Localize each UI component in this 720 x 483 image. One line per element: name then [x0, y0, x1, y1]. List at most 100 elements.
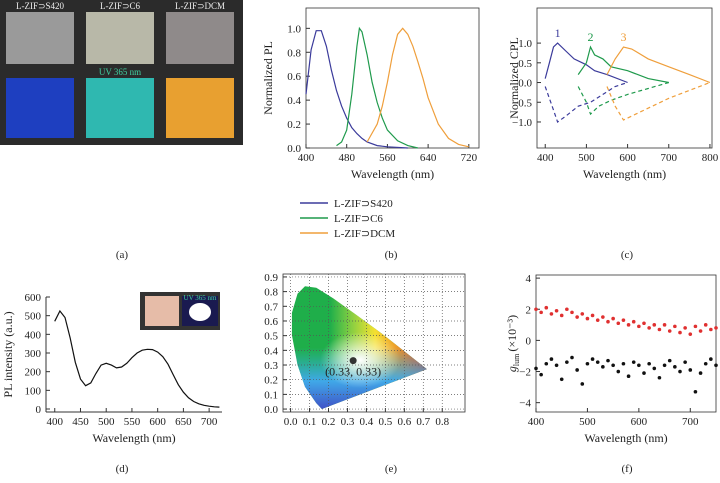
y-tick-label: 0.8: [287, 47, 301, 59]
y-tick-label: 0.2: [264, 375, 278, 387]
x-tick-label: 500: [98, 416, 115, 428]
y-tick-label: 0.3: [264, 360, 278, 372]
data-point: [611, 316, 615, 321]
y-tick-label: −1.0: [512, 117, 532, 129]
data-point: [652, 323, 657, 327]
data-point: [683, 326, 687, 330]
x-axis-label: Wavelength (nm): [351, 167, 434, 181]
data-point: [667, 358, 672, 363]
y-tick-label: 0.7: [264, 301, 278, 313]
data-point: [709, 357, 713, 361]
series-line: [577, 45, 669, 84]
data-point: [642, 321, 646, 326]
data-point: [642, 371, 646, 375]
data-label: (0.33, 0.33): [325, 365, 381, 379]
x-tick-label: 400: [46, 416, 63, 428]
y-tick-label: 500: [25, 311, 42, 323]
data-point: [590, 357, 595, 361]
x-tick-label: 0.4: [360, 416, 374, 428]
x-axis-label: Wavelength (nm): [584, 431, 667, 445]
data-point: [549, 357, 554, 361]
y-tick-label: 0: [526, 335, 532, 347]
cie-gamut: [291, 286, 427, 409]
data-point: [626, 323, 631, 327]
data-point: [714, 326, 718, 330]
caption: (b): [385, 249, 398, 261]
y-tick-label: 0: [36, 404, 42, 416]
y-tick-label: 0.6: [264, 316, 278, 328]
data-point: [559, 313, 564, 318]
photo-label: L-ZIF⊃C6: [100, 1, 141, 11]
legend-label: L-ZIF⊃DCM: [334, 228, 395, 240]
data-point: [580, 312, 585, 316]
data-point: [570, 310, 574, 315]
photo-label: L-ZIF⊃S420: [16, 1, 65, 11]
x-tick-label: 480: [338, 152, 355, 164]
x-tick-label: 700: [661, 152, 678, 164]
series-line: [305, 30, 408, 149]
x-tick-label: 400: [528, 416, 545, 428]
x-tick-label: 500: [578, 152, 595, 164]
data-point: [626, 374, 631, 378]
data-point: [662, 363, 667, 368]
y-tick-label: 0.1: [264, 389, 278, 401]
y-tick-label: 0.5: [518, 58, 532, 70]
data-point: [575, 368, 579, 372]
y-tick-label: −2: [519, 367, 531, 379]
x-tick-label: 0.0: [284, 416, 298, 428]
x-tick-label: 400: [298, 152, 315, 164]
data-point: [698, 371, 703, 375]
y-tick-label: 0.6: [287, 71, 301, 83]
series-line: [336, 26, 419, 149]
series-annotation: 3: [620, 30, 626, 44]
series-line: [577, 81, 669, 116]
y-tick-label: 0.0: [287, 143, 301, 155]
x-axis-label: Wavelength (nm): [583, 167, 666, 181]
photo: [166, 78, 234, 138]
data-point: [667, 329, 672, 333]
caption: (e): [385, 463, 398, 475]
data-point: [590, 313, 595, 318]
data-point: [549, 312, 554, 316]
photo: [166, 12, 234, 64]
x-tick-label: 700: [201, 416, 218, 428]
data-point: [652, 366, 657, 371]
plot-frame: [535, 274, 717, 413]
y-tick-label: −0.5: [512, 97, 532, 109]
plot-frame: [536, 7, 713, 149]
data-point: [647, 361, 651, 366]
photo: [86, 78, 154, 138]
data-point: [683, 360, 687, 364]
data-point: [544, 305, 549, 310]
data-point: [575, 315, 579, 319]
y-tick-label: 200: [25, 367, 42, 379]
data-point: [631, 319, 636, 324]
x-tick-label: 700: [682, 416, 699, 428]
series-line: [606, 46, 711, 84]
data-point: [616, 321, 621, 326]
series-line: [366, 27, 469, 148]
x-tick-label: 650: [175, 416, 192, 428]
series-annotation: 1: [555, 26, 561, 40]
x-tick-label: 560: [379, 152, 396, 164]
x-tick-label: 450: [72, 416, 89, 428]
data-point: [709, 327, 713, 332]
data-point: [616, 369, 621, 374]
y-tick-label: 1.0: [287, 23, 301, 35]
data-point: [688, 332, 693, 336]
photo-panel: L-ZIF⊃S420 L-ZIF⊃C6 L-ZIF⊃DCM UV 365 nm: [0, 0, 243, 145]
data-point: [539, 372, 543, 377]
x-tick-label: 400: [537, 152, 554, 164]
x-tick-label: 600: [631, 416, 648, 428]
data-point: [580, 382, 585, 386]
x-tick-label: 640: [420, 152, 437, 164]
plot-frame: [282, 273, 466, 413]
y-axis-label: PL intensity (a.u.): [1, 311, 15, 397]
x-tick-label: 800: [702, 152, 719, 164]
data-point: [678, 369, 682, 374]
data-point: [539, 310, 543, 315]
x-tick-label: 500: [579, 416, 596, 428]
caption: (f): [622, 463, 633, 475]
y-tick-label: −4: [519, 398, 531, 410]
data-point: [601, 315, 605, 319]
